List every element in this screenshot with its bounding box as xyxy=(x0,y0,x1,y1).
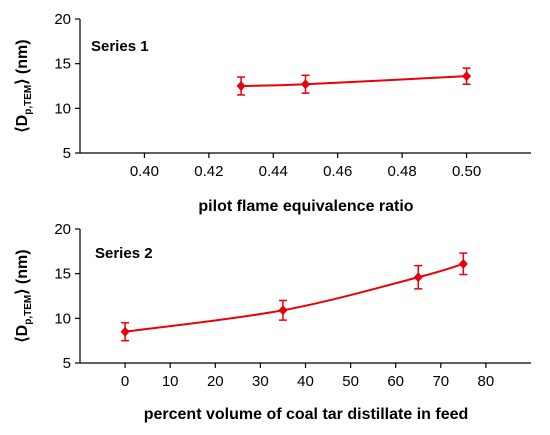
y-axis-label: ⟨Dp,TEM⟩ (nm) xyxy=(14,39,34,132)
x-tick-label: 0.46 xyxy=(323,163,352,180)
x-tick-label: 20 xyxy=(207,373,224,390)
svg-text:⟨Dp,TEM⟩ (nm): ⟨Dp,TEM⟩ (nm) xyxy=(14,249,34,342)
x-tick-label: 50 xyxy=(342,373,359,390)
data-point xyxy=(120,326,130,337)
y-tick-label: 15 xyxy=(54,56,71,73)
data-point xyxy=(462,71,472,82)
y-tick-label: 20 xyxy=(54,11,71,28)
x-tick-label: 0.40 xyxy=(130,163,159,180)
data-point xyxy=(458,258,468,269)
x-axis-label: percent volume of coal tar distillate in… xyxy=(144,406,469,423)
y-tick-label: 5 xyxy=(63,145,71,162)
x-tick-label: 0.48 xyxy=(388,163,417,180)
data-point xyxy=(278,305,288,316)
data-point xyxy=(413,272,423,283)
y-tick-label: 15 xyxy=(54,266,71,283)
svg-text:⟨Dp,TEM⟩ (nm): ⟨Dp,TEM⟩ (nm) xyxy=(14,39,34,132)
x-axis-label: pilot flame equivalence ratio xyxy=(198,198,413,215)
x-tick-label: 0.44 xyxy=(259,163,288,180)
y-axis-label: ⟨Dp,TEM⟩ (nm) xyxy=(14,249,34,342)
x-tick-label: 70 xyxy=(432,373,449,390)
series-annotation: Series 1 xyxy=(91,38,149,55)
data-point xyxy=(236,81,246,91)
data-point xyxy=(301,79,310,90)
chart-panel-series-2: Series 2 ⟨Dp,TEM⟩ (nm) percent volume of… xyxy=(14,221,531,423)
y-tick-label: 10 xyxy=(54,100,71,117)
series-line xyxy=(124,262,464,333)
y-tick-label: 20 xyxy=(54,221,71,238)
x-tick-label: 40 xyxy=(297,373,314,390)
chart-panel-series-1: Series 1 ⟨Dp,TEM⟩ (nm) pilot flame equiv… xyxy=(14,11,531,215)
series-line xyxy=(241,75,467,87)
x-tick-label: 0 xyxy=(121,373,129,390)
x-tick-label: 80 xyxy=(478,373,495,390)
x-tick-label: 0.42 xyxy=(194,163,223,180)
y-tick-label: 10 xyxy=(54,310,71,327)
x-tick-label: 60 xyxy=(387,373,404,390)
series-annotation: Series 2 xyxy=(95,245,153,262)
x-tick-label: 30 xyxy=(252,373,269,390)
x-tick-label: 0.50 xyxy=(452,163,481,180)
x-tick-label: 10 xyxy=(162,373,179,390)
y-tick-label: 5 xyxy=(63,355,71,372)
